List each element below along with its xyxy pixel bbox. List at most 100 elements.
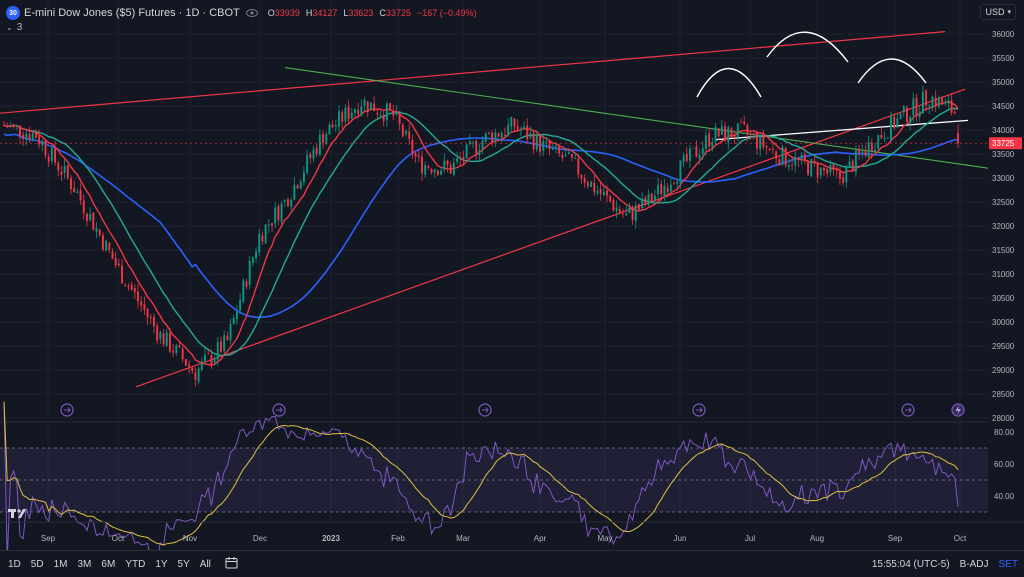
candle-body[interactable] [701,147,704,155]
candle-body[interactable] [31,132,34,141]
candle-body[interactable] [507,124,510,136]
candle-body[interactable] [331,124,334,128]
eye-icon[interactable] [245,8,258,18]
candle-body[interactable] [577,158,580,175]
candle-body[interactable] [38,136,41,145]
candle-body[interactable] [858,149,861,154]
candle-body[interactable] [25,133,28,140]
candle-body[interactable] [414,153,417,157]
candle-body[interactable] [86,213,88,221]
candle-body[interactable] [73,188,76,193]
candle-body[interactable] [615,207,618,212]
candle-body[interactable] [334,125,337,127]
candle-body[interactable] [835,170,838,171]
range-5d[interactable]: 5D [30,558,44,570]
candle-body[interactable] [322,133,325,143]
candle-body[interactable] [462,157,465,159]
candle-body[interactable] [953,111,956,114]
event-marker-icon[interactable] [901,403,915,417]
candle-body[interactable] [341,112,344,123]
candle-body[interactable] [366,101,369,112]
candle-body[interactable] [54,147,57,163]
candle-body[interactable] [803,154,806,161]
candle-body[interactable] [925,90,928,106]
candle-body[interactable] [896,118,899,128]
candle-body[interactable] [220,341,222,352]
candle-body[interactable] [880,135,883,138]
candle-body[interactable] [957,132,959,144]
candle-body[interactable] [941,98,944,105]
candle-body[interactable] [488,132,490,134]
candle-body[interactable] [283,200,286,202]
range-3m[interactable]: 3M [77,558,92,570]
candle-body[interactable] [682,155,685,162]
candle-body[interactable] [130,284,133,290]
candle-body[interactable] [379,114,382,116]
candle-body[interactable] [921,91,924,114]
candle-body[interactable] [513,118,516,127]
candle-body[interactable] [44,140,47,156]
candle-body[interactable] [172,350,175,353]
candle-body[interactable] [9,125,12,127]
candle-body[interactable] [870,142,873,152]
candle-body[interactable] [181,348,184,360]
candle-body[interactable] [695,146,698,157]
candle-body[interactable] [287,199,289,207]
ma-50-line[interactable] [3,107,959,357]
tradingview-logo[interactable] [8,508,28,522]
candle-body[interactable] [912,98,915,116]
candle-body[interactable] [657,184,660,195]
candle-body[interactable] [108,242,111,251]
range-1d[interactable]: 1D [8,558,21,570]
candle-body[interactable] [532,132,535,150]
candle-body[interactable] [357,110,360,115]
candle-body[interactable] [449,165,452,174]
candle-body[interactable] [539,136,541,152]
candle-body[interactable] [838,171,841,179]
candle-body[interactable] [255,251,258,259]
candle-body[interactable] [622,213,624,215]
candle-body[interactable] [497,133,500,137]
candle-body[interactable] [931,96,934,108]
candle-body[interactable] [529,133,532,138]
candle-body[interactable] [168,332,171,352]
candle-body[interactable] [861,151,864,154]
candle-body[interactable] [816,162,819,178]
candle-body[interactable] [599,189,602,194]
candle-body[interactable] [446,160,449,166]
candle-body[interactable] [653,195,656,201]
candle-body[interactable] [3,125,5,126]
candle-body[interactable] [70,178,72,189]
candle-body[interactable] [395,112,398,115]
candle-body[interactable] [232,317,235,324]
candle-body[interactable] [899,113,902,119]
candle-body[interactable] [188,364,191,367]
candle-body[interactable] [338,111,340,127]
candle-body[interactable] [612,200,615,211]
candle-body[interactable] [660,183,663,194]
ma-200-line[interactable] [3,133,959,319]
candle-body[interactable] [845,165,848,183]
candle-body[interactable] [127,285,130,287]
candle-body[interactable] [928,105,931,107]
candle-body[interactable] [625,213,628,216]
candle-body[interactable] [411,140,414,155]
candle-body[interactable] [146,308,149,318]
candle-body[interactable] [679,160,682,184]
candle-body[interactable] [829,164,832,173]
candle-body[interactable] [937,97,940,107]
candle-body[interactable] [826,168,829,174]
badj-toggle[interactable]: B-ADJ [959,558,989,570]
candle-body[interactable] [807,160,809,175]
candle-body[interactable] [778,159,781,165]
candle-body[interactable] [714,126,717,142]
candle-body[interactable] [459,157,462,159]
range-5y[interactable]: 5Y [177,558,190,570]
candle-body[interactable] [235,311,238,320]
candle-body[interactable] [117,263,120,266]
candle-body[interactable] [184,359,187,366]
candle-body[interactable] [784,148,787,166]
candle-body[interactable] [810,159,813,177]
candle-body[interactable] [299,181,302,189]
candle-body[interactable] [663,186,666,196]
